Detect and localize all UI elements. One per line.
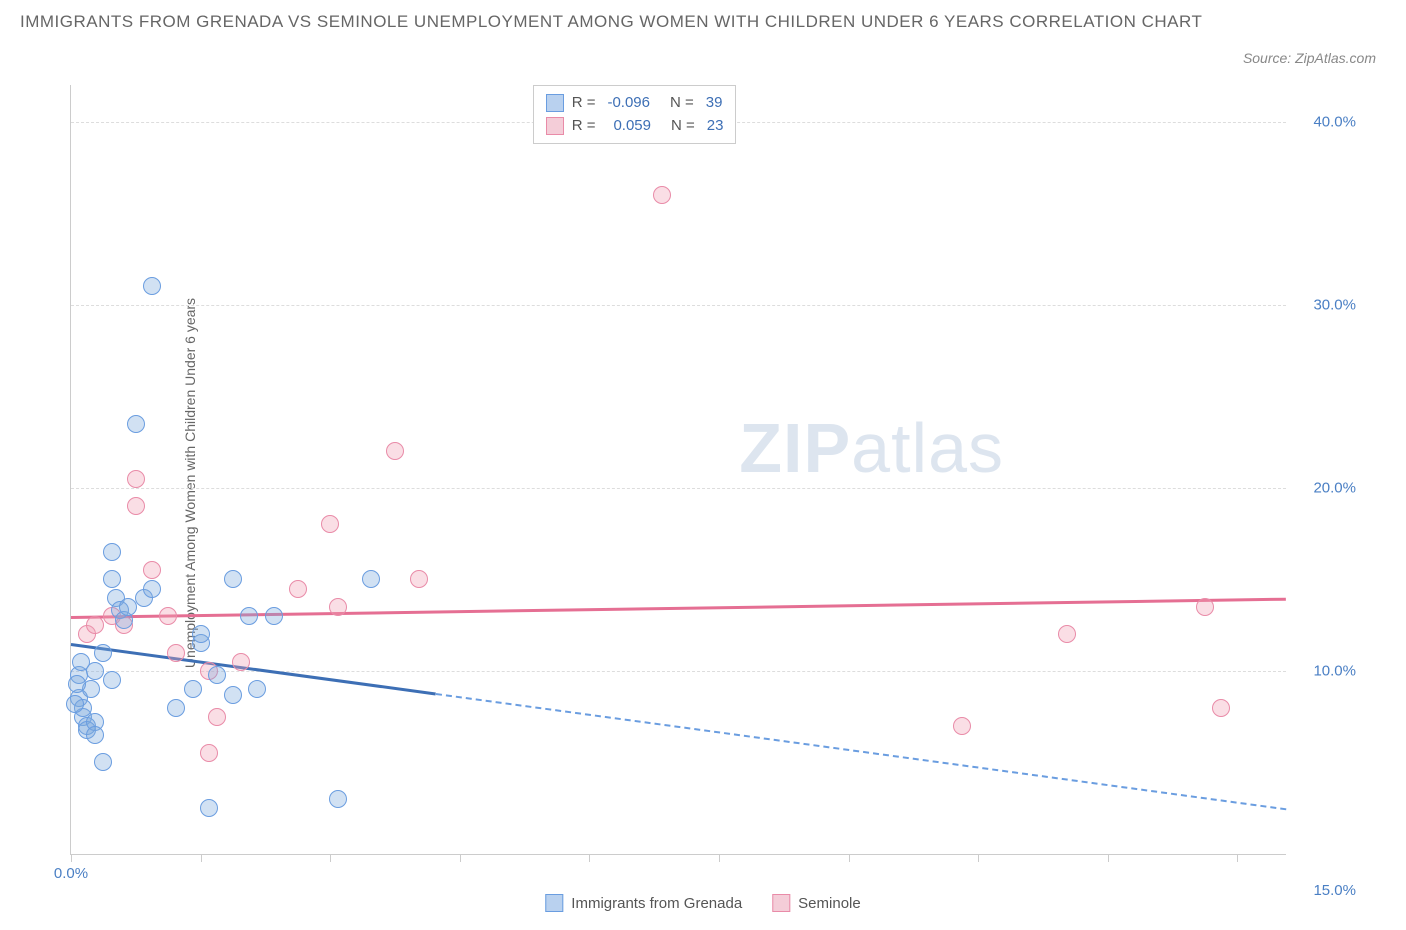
scatter-point-blue [208,666,226,684]
scatter-point-blue [329,790,347,808]
scatter-point-pink [386,442,404,460]
scatter-point-blue [248,680,266,698]
watermark: ZIPatlas [739,408,1004,488]
watermark-zip: ZIP [739,409,851,487]
grid-line [71,488,1286,489]
scatter-point-blue [265,607,283,625]
x-tick [978,854,979,862]
y-tick-label: 40.0% [1313,113,1356,130]
scatter-point-pink [953,717,971,735]
chart-container: Unemployment Among Women with Children U… [60,85,1366,880]
scatter-point-blue [167,699,185,717]
scatter-point-blue [68,675,86,693]
trend-line [435,693,1286,810]
stats-legend: R = -0.096 N = 39 R = 0.059 N = 23 [533,85,737,144]
n-value: 39 [706,92,723,115]
scatter-point-pink [159,607,177,625]
x-tick [1108,854,1109,862]
scatter-point-pink [1212,699,1230,717]
y-tick-label: 20.0% [1313,479,1356,496]
scatter-point-pink [208,708,226,726]
grid-line [71,671,1286,672]
scatter-point-blue [240,607,258,625]
n-value: 23 [707,115,724,138]
scatter-point-blue [66,695,84,713]
scatter-point-pink [86,616,104,634]
scatter-point-blue [224,570,242,588]
legend-item: Seminole [772,894,861,912]
scatter-point-blue [143,580,161,598]
stats-legend-row: R = 0.059 N = 23 [546,115,724,138]
scatter-point-pink [329,598,347,616]
scatter-point-blue [94,753,112,771]
legend-label: Immigrants from Grenada [571,895,742,912]
y-tick-label: 30.0% [1313,296,1356,313]
x-tick-label: 0.0% [54,865,88,882]
scatter-point-pink [321,515,339,533]
chart-title: IMMIGRANTS FROM GRENADA VS SEMINOLE UNEM… [20,8,1206,35]
scatter-point-pink [1196,598,1214,616]
y-tick-label: 10.0% [1313,662,1356,679]
scatter-point-pink [143,561,161,579]
scatter-point-blue [103,671,121,689]
scatter-point-blue [86,726,104,744]
x-tick [201,854,202,862]
watermark-atlas: atlas [851,409,1004,487]
x-tick-label: 15.0% [1313,882,1356,899]
scatter-point-blue [119,598,137,616]
source-attribution: Source: ZipAtlas.com [1243,50,1376,66]
legend-swatch-pink [546,117,564,135]
r-value: 0.059 [613,115,651,138]
legend-label: Seminole [798,895,861,912]
series-legend: Immigrants from Grenada Seminole [545,894,860,912]
grid-line [71,305,1286,306]
scatter-point-pink [167,644,185,662]
x-tick [719,854,720,862]
scatter-point-pink [289,580,307,598]
scatter-point-blue [192,625,210,643]
scatter-point-pink [200,744,218,762]
x-tick [849,854,850,862]
legend-item: Immigrants from Grenada [545,894,742,912]
scatter-point-blue [200,799,218,817]
n-label: N = [670,92,694,115]
scatter-point-blue [184,680,202,698]
stats-legend-row: R = -0.096 N = 39 [546,92,724,115]
legend-swatch-pink [772,894,790,912]
scatter-point-pink [410,570,428,588]
legend-swatch-blue [545,894,563,912]
scatter-point-pink [127,497,145,515]
scatter-point-blue [127,415,145,433]
r-label: R = [572,92,596,115]
x-tick [330,854,331,862]
x-tick [1237,854,1238,862]
x-tick [589,854,590,862]
scatter-point-blue [224,686,242,704]
scatter-point-blue [362,570,380,588]
legend-swatch-blue [546,94,564,112]
scatter-point-pink [653,186,671,204]
scatter-point-blue [94,644,112,662]
scatter-point-pink [232,653,250,671]
r-value: -0.096 [607,92,650,115]
n-label: N = [671,115,695,138]
x-tick [71,854,72,862]
scatter-point-pink [127,470,145,488]
scatter-point-pink [1058,625,1076,643]
x-tick [460,854,461,862]
scatter-point-blue [103,543,121,561]
r-label: R = [572,115,596,138]
scatter-point-blue [103,570,121,588]
scatter-point-blue [72,653,90,671]
plot-area: ZIPatlas R = -0.096 N = 39 R = 0.059 N =… [70,85,1286,855]
scatter-point-blue [143,277,161,295]
